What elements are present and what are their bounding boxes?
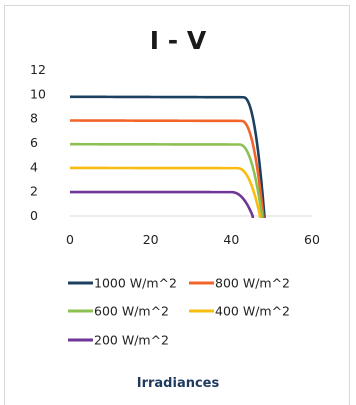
legend-label: 400 W/m^2 [215, 304, 290, 319]
x-tick-label: 40 [223, 232, 239, 247]
y-tick-label: 10 [30, 86, 46, 101]
legend-label: 800 W/m^2 [215, 276, 290, 291]
series-line [70, 190, 255, 218]
legend-title: Irradiances [136, 376, 220, 391]
legend-label: 1000 W/m^2 [94, 276, 177, 291]
series-line [70, 166, 262, 218]
y-tick-label: 6 [30, 135, 38, 150]
series-line [70, 95, 266, 218]
x-tick-label: 0 [66, 232, 74, 247]
chart-title: I - V [149, 26, 207, 55]
legend-label: 600 W/m^2 [94, 304, 169, 319]
x-tick-label: 20 [143, 232, 159, 247]
series-line [70, 142, 264, 218]
y-tick-label: 4 [30, 159, 38, 174]
legend-label: 200 W/m^2 [94, 333, 169, 348]
y-tick-label: 8 [30, 111, 38, 126]
y-tick-label: 12 [30, 62, 46, 77]
y-tick-label: 2 [30, 184, 38, 199]
x-tick-label: 60 [304, 232, 320, 247]
series-line [69, 119, 265, 218]
chart-panel [4, 5, 350, 405]
y-tick-label: 0 [30, 208, 38, 223]
